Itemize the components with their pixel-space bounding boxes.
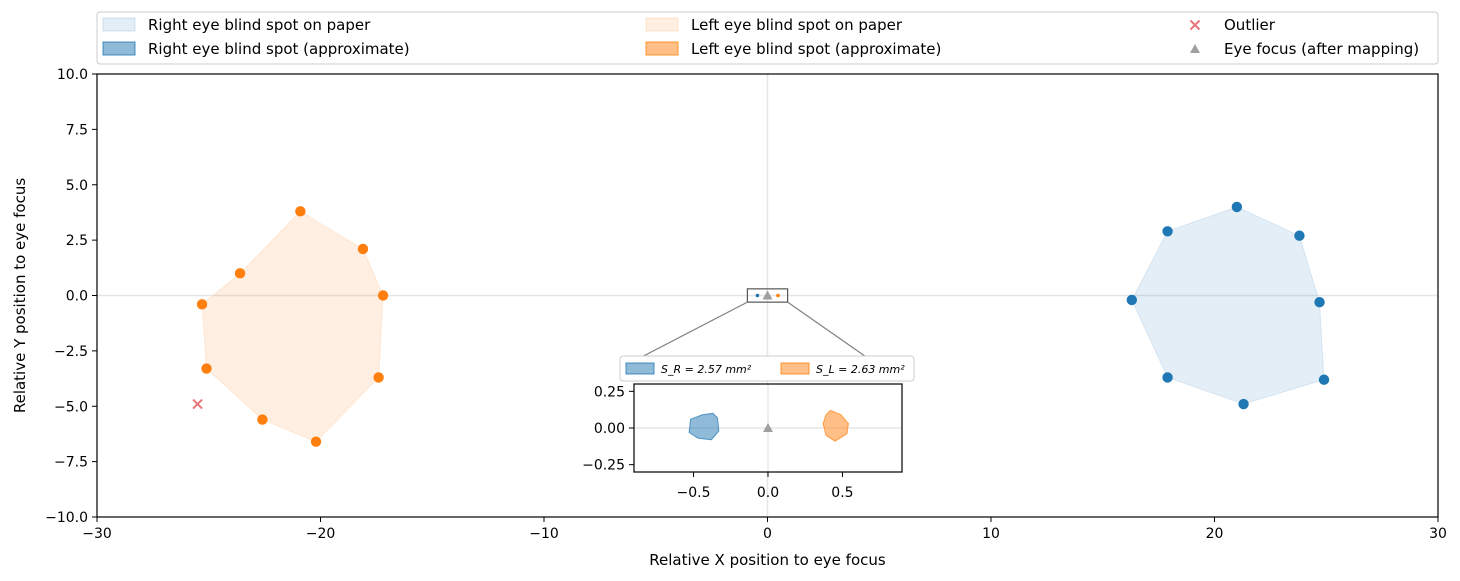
y-tick-label-5: 2.5 bbox=[66, 233, 88, 249]
left-eye-point-4 bbox=[310, 436, 322, 447]
legend-box bbox=[96, 11, 1439, 65]
zoom-connector-right bbox=[787, 301, 873, 362]
left-eye-point-2 bbox=[377, 290, 389, 301]
legend-item-2: Left eye blind spot on paper bbox=[645, 16, 903, 34]
legend-triangle bbox=[1190, 44, 1200, 53]
left-eye-point-7 bbox=[196, 299, 208, 310]
left-eye-point-3 bbox=[373, 372, 384, 383]
left-eye-mini-dot bbox=[776, 293, 780, 298]
y-tick-label-1: −7.5 bbox=[54, 455, 88, 471]
inset-legend-item-1: S_L = 2.63 mm² bbox=[780, 362, 905, 376]
left-eye-point-8 bbox=[234, 268, 246, 279]
left-eye-point-0 bbox=[295, 206, 306, 217]
y-tick-label-2: −5.0 bbox=[54, 399, 88, 415]
y-tick-label-6: 5.0 bbox=[66, 178, 88, 194]
x-tick-label-2: −10 bbox=[529, 526, 559, 542]
main-plot: −30 −20 −10 0 10 20 30 −10.0 −7.5 −5.0 −2.5 0.0 2.5 5… bbox=[11, 67, 1447, 569]
left-eye-area bbox=[201, 210, 384, 443]
legend-item-4: Outlier bbox=[1189, 16, 1276, 34]
right-eye-point-6 bbox=[1126, 294, 1138, 306]
inset-right-eye-area bbox=[688, 412, 720, 441]
legend-item-0: Right eye blind spot on paper bbox=[102, 16, 371, 34]
legend-item-3: Left eye blind spot (approximate) bbox=[645, 40, 941, 58]
inset-legend-swatch bbox=[780, 362, 810, 375]
y-tick-label-4: 0.0 bbox=[66, 289, 88, 305]
y-axis-label: Relative Y position to eye focus bbox=[11, 178, 29, 414]
left-eye-point-6 bbox=[201, 363, 212, 374]
x-tick-label-1: −20 bbox=[306, 526, 336, 542]
legend-item-5: Eye focus (after mapping) bbox=[1190, 40, 1419, 58]
inset-legend-label-0: S_R = 2.57 mm² bbox=[661, 363, 752, 376]
left-eye-point-5 bbox=[257, 414, 268, 425]
inset-x-tick-label-0: −0.5 bbox=[677, 485, 711, 501]
right-eye-point-3 bbox=[1318, 374, 1330, 385]
inset-x-tick-label-1: 0.0 bbox=[757, 485, 779, 501]
legend-swatch bbox=[645, 41, 679, 56]
legend-label-5: Eye focus (after mapping) bbox=[1224, 40, 1419, 58]
legend: Right eye blind spot on paper Right eye b… bbox=[96, 11, 1439, 65]
inset-legend-box bbox=[619, 355, 915, 382]
legend-label-3: Left eye blind spot (approximate) bbox=[691, 40, 941, 58]
right-eye-point-2 bbox=[1314, 296, 1325, 308]
y-tick-label-0: −10.0 bbox=[45, 510, 88, 526]
y-tick-label-8: 10.0 bbox=[57, 67, 88, 83]
y-tick-label-7: 7.5 bbox=[66, 122, 88, 138]
x-axis-label: Relative X position to eye focus bbox=[649, 551, 886, 569]
legend-swatch bbox=[102, 41, 136, 56]
x-tick-label-5: 20 bbox=[1206, 526, 1224, 542]
inset-eye-focus-marker bbox=[763, 423, 773, 432]
legend-item-1: Right eye blind spot (approximate) bbox=[102, 40, 410, 58]
right-eye-point-1 bbox=[1294, 230, 1305, 241]
outlier-stroke-b bbox=[192, 398, 203, 410]
zoom-region-box bbox=[746, 288, 789, 303]
legend-label-4: Outlier bbox=[1224, 16, 1276, 34]
inset-left-eye-area bbox=[822, 409, 849, 442]
right-eye-point-5 bbox=[1162, 372, 1173, 383]
x-tick-label-6: 30 bbox=[1429, 526, 1447, 542]
outlier-marker-0 bbox=[192, 398, 203, 410]
inset-y-tick-label-2: 0.25 bbox=[594, 384, 625, 400]
right-eye-point-7 bbox=[1162, 226, 1173, 237]
inset-legend-swatch bbox=[625, 362, 655, 375]
eye-focus-marker-0 bbox=[762, 290, 773, 300]
x-tick-label-4: 10 bbox=[982, 526, 1000, 542]
inset-x-tick-label-2: 0.5 bbox=[831, 485, 853, 501]
legend-label-0: Right eye blind spot on paper bbox=[148, 16, 371, 34]
inset-y-tick-label-1: 0.00 bbox=[594, 421, 625, 437]
inset-legend-item-0: S_R = 2.57 mm² bbox=[625, 362, 752, 376]
inset-legend: S_R = 2.57 mm² S_L = 2.63 mm² bbox=[619, 355, 915, 382]
zoom-connector-left bbox=[633, 301, 748, 362]
right-eye-mini-dot bbox=[755, 293, 760, 298]
inset-plot: −0.5 0.0 0.5 −0.25 0.00 0.25 bbox=[582, 383, 903, 501]
legend-swatch bbox=[102, 17, 136, 32]
legend-label-1: Right eye blind spot (approximate) bbox=[148, 40, 410, 58]
inset-legend-label-1: S_L = 2.63 mm² bbox=[816, 363, 905, 376]
left-eye-point-1 bbox=[357, 243, 369, 255]
right-eye-point-4 bbox=[1238, 398, 1249, 410]
legend-label-2: Left eye blind spot on paper bbox=[691, 16, 903, 34]
x-tick-label-0: −30 bbox=[82, 526, 112, 542]
inset-y-tick-label-0: −0.25 bbox=[582, 458, 625, 474]
x-tick-label-3: 0 bbox=[763, 526, 772, 542]
right-eye-point-0 bbox=[1231, 201, 1243, 213]
legend-swatch bbox=[645, 17, 679, 32]
y-tick-label-3: −2.5 bbox=[54, 344, 88, 360]
legend-x-b bbox=[1189, 19, 1201, 31]
